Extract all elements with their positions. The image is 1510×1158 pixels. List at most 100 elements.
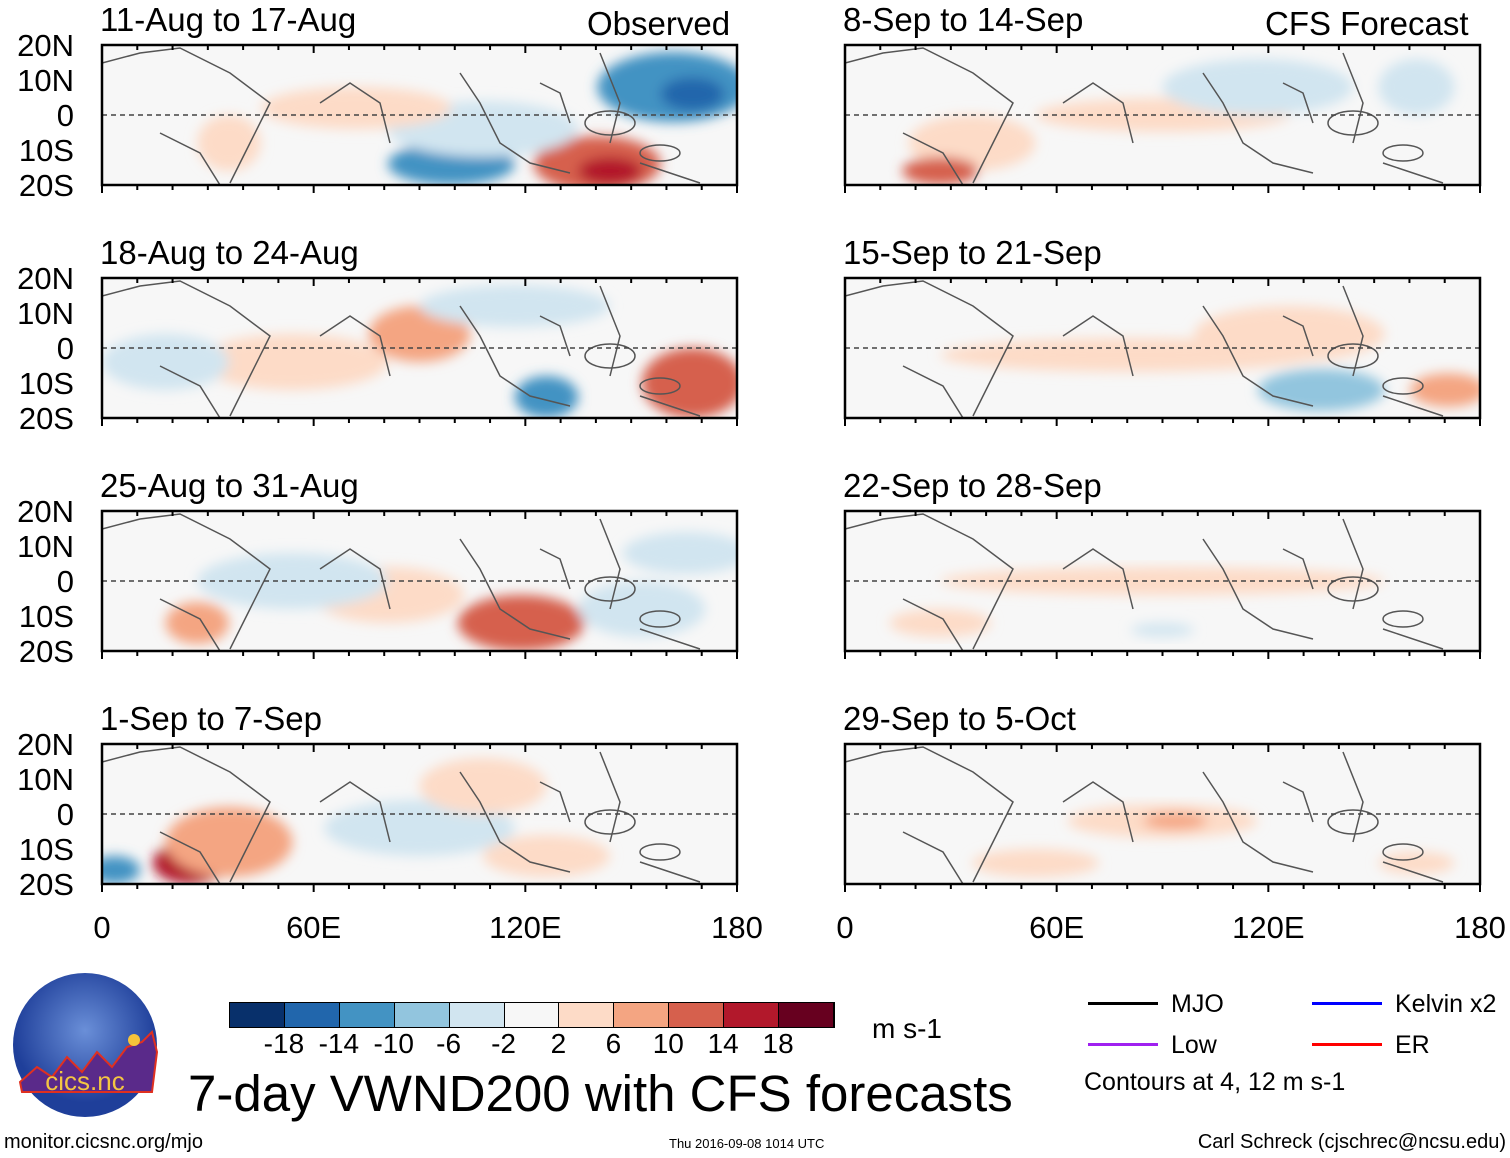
x-tick-label: 180 xyxy=(711,910,763,945)
footer-timestamp: Thu 2016-09-08 1014 UTC xyxy=(669,1136,825,1151)
colorbar-swatch xyxy=(449,1003,505,1027)
colorbar-label: 18 xyxy=(762,1028,794,1059)
y-tick-label: 10N xyxy=(17,529,74,564)
anomaly-region xyxy=(324,800,515,856)
anomaly-region xyxy=(1143,812,1207,830)
colorbar-label: -14 xyxy=(318,1028,360,1059)
map-panel xyxy=(843,509,1482,659)
legend-label: ER xyxy=(1395,1031,1430,1059)
x-tick-label: 60E xyxy=(1029,910,1085,945)
panel-title: 22-Sep to 28-Sep xyxy=(843,467,1102,504)
logo-text: cics.nc xyxy=(45,1066,124,1096)
contour-note: Contours at 4, 12 m s-1 xyxy=(1084,1068,1346,1096)
coastlines xyxy=(845,47,1444,185)
colorbar-swatch xyxy=(779,1003,834,1027)
footer-author: Carl Schreck (cjschrec@ncsu.edu) xyxy=(1197,1131,1506,1153)
colorbar-label: -6 xyxy=(436,1028,462,1059)
colorbar-swatch xyxy=(614,1003,670,1027)
anomaly-region xyxy=(165,807,293,877)
colorbar xyxy=(229,1002,835,1028)
colorbar-swatch xyxy=(284,1003,340,1027)
map-panel xyxy=(100,276,739,426)
anomaly-region xyxy=(578,581,706,637)
legend-line xyxy=(1088,1043,1158,1046)
y-tick-label: 20S xyxy=(18,867,74,902)
anomaly-region xyxy=(972,849,1099,877)
anomaly-region xyxy=(102,334,229,390)
map-panel xyxy=(843,43,1482,193)
anomaly-region xyxy=(260,87,452,129)
legend-line xyxy=(1312,1002,1382,1005)
coastlines xyxy=(102,280,701,418)
column-title: CFS Forecast xyxy=(1265,5,1469,42)
anomaly-region xyxy=(660,77,725,111)
map-panel xyxy=(100,43,739,193)
legend-line xyxy=(1088,1002,1158,1005)
y-tick-label: 20N xyxy=(17,727,74,762)
anomaly-region xyxy=(102,856,141,884)
colorbar-label: -10 xyxy=(373,1028,414,1059)
panel-title: 8-Sep to 14-Sep xyxy=(843,1,1084,38)
y-tick-label: 10S xyxy=(18,599,74,634)
anomaly-region xyxy=(514,376,579,418)
colorbar-swatch xyxy=(504,1003,560,1027)
legend-label: Kelvin x2 xyxy=(1395,990,1497,1018)
y-tick-label: 10N xyxy=(17,296,74,331)
map-panel xyxy=(843,742,1482,892)
panel-title: 25-Aug to 31-Aug xyxy=(100,467,359,504)
y-tick-label: 20N xyxy=(17,28,74,63)
anomaly-region xyxy=(641,348,737,418)
coastlines xyxy=(102,746,701,884)
y-tick-label: 20N xyxy=(17,261,74,296)
colorbar-swatch xyxy=(394,1003,450,1027)
anomaly-region xyxy=(1130,623,1195,637)
anomaly-region xyxy=(622,532,737,574)
y-tick-label: 0 xyxy=(56,564,74,599)
x-tick-label: 0 xyxy=(836,910,854,945)
logo: cics.nc xyxy=(12,972,159,1118)
legend-line xyxy=(1312,1043,1382,1046)
x-tick-label: 0 xyxy=(93,910,111,945)
y-tick-label: 0 xyxy=(56,797,74,832)
y-tick-label: 0 xyxy=(56,98,74,133)
colorbar-swatch xyxy=(559,1003,615,1027)
colorbar-label: 6 xyxy=(605,1028,622,1059)
panel-title: 18-Aug to 24-Aug xyxy=(100,234,359,271)
colorbar-label: 10 xyxy=(652,1028,684,1059)
anomaly-region xyxy=(889,609,992,637)
footer-url[interactable]: monitor.cicsnc.org/mjo xyxy=(4,1131,203,1153)
panel-title: 15-Sep to 21-Sep xyxy=(843,234,1102,271)
anomaly-region xyxy=(483,835,610,877)
anomaly-region xyxy=(1378,59,1455,115)
map-panel xyxy=(100,509,739,659)
anomaly-region xyxy=(902,157,979,185)
anomaly-region xyxy=(1378,851,1455,875)
coastlines xyxy=(845,280,1444,418)
y-tick-label: 20S xyxy=(18,634,74,669)
legend-label: MJO xyxy=(1171,990,1224,1018)
coastlines xyxy=(102,47,701,185)
y-tick-label: 0 xyxy=(56,331,74,366)
y-tick-label: 10S xyxy=(18,832,74,867)
anomaly-region xyxy=(165,602,229,644)
colorbar-swatch xyxy=(230,1003,285,1027)
map-panel xyxy=(100,742,739,892)
colorbar-label: 2 xyxy=(550,1028,567,1059)
x-tick-label: 120E xyxy=(1232,910,1305,945)
column-title: Observed xyxy=(587,5,731,42)
x-tick-label: 120E xyxy=(489,910,562,945)
colorbar-swatch xyxy=(669,1003,725,1027)
panel-title: 1-Sep to 7-Sep xyxy=(100,700,322,737)
coastlines xyxy=(845,513,1444,651)
y-tick-label: 20S xyxy=(18,401,74,436)
panel-title: 29-Sep to 5-Oct xyxy=(843,700,1076,737)
anomaly-region xyxy=(1257,369,1385,411)
y-tick-label: 10N xyxy=(17,762,74,797)
anomaly-region xyxy=(578,157,642,185)
y-tick-label: 20N xyxy=(17,494,74,529)
y-tick-label: 10N xyxy=(17,63,74,98)
y-tick-label: 20S xyxy=(18,168,74,203)
units-label: m s-1 xyxy=(872,1013,942,1044)
figure-title: 7-day VWND200 with CFS forecasts xyxy=(188,1065,1013,1122)
anomaly-region xyxy=(1410,373,1480,407)
